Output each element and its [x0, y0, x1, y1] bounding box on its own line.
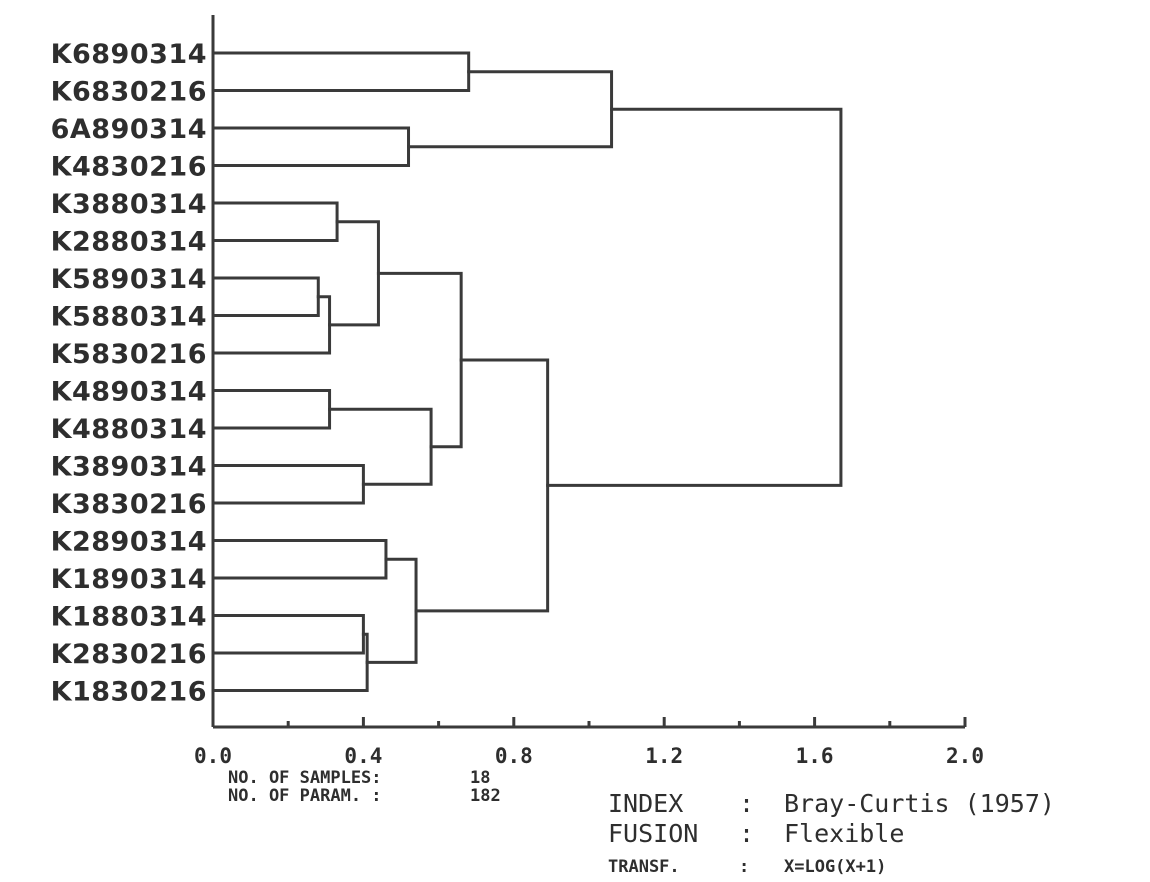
dendrogram-branch	[365, 557, 418, 664]
transf-label: TRANSF.	[608, 857, 680, 877]
leaf-label: K3890314	[51, 452, 207, 483]
fusion-value: Flexible	[784, 819, 904, 848]
x-tick-label: 0.0	[194, 744, 232, 768]
leaf-label: K3880314	[51, 189, 207, 220]
index-separator: :	[739, 789, 754, 818]
axis-layer	[211, 15, 965, 729]
index-label: INDEX	[608, 789, 683, 818]
leaf-label: K4890314	[51, 377, 207, 408]
x-tick-label: 2.0	[946, 744, 984, 768]
dendrogram-branch	[414, 358, 550, 613]
dendrogram-branch	[211, 276, 320, 317]
dendrogram-branch	[546, 107, 843, 487]
leaf-label: K1830216	[51, 677, 207, 708]
x-ticks: 0.0 0.4 0.8 1.2 1.6 2.0	[194, 717, 984, 768]
transf-value: X=LOG(X+1)	[784, 857, 886, 877]
leaf-label: K2890314	[51, 527, 207, 558]
fusion-label: FUSION	[608, 819, 698, 848]
leaf-label: K1890314	[51, 564, 207, 595]
x-tick-label: 1.2	[645, 744, 683, 768]
leaf-label: K2830216	[51, 639, 207, 670]
leaf-label: K1880314	[51, 602, 207, 633]
dendrogram-branch	[211, 389, 332, 430]
dendrogram-branch	[376, 271, 463, 449]
x-tick-label: 0.8	[495, 744, 533, 768]
dendrogram-branch	[211, 51, 471, 92]
samples-value: 18	[470, 768, 490, 788]
params-label: NO. OF PARAM. :	[228, 786, 382, 806]
dendrogram-branch	[211, 614, 365, 655]
leaf-label: K5890314	[51, 264, 207, 295]
dendrogram-branch	[407, 70, 614, 149]
fusion-separator: :	[739, 819, 754, 848]
leaf-label: K5880314	[51, 302, 207, 333]
branches	[211, 51, 843, 692]
index-value: Bray-Curtis (1957)	[784, 789, 1055, 818]
x-tick-label: 1.6	[796, 744, 834, 768]
info-block: NO. OF SAMPLES: 18 NO. OF PARAM. : 182 I…	[228, 768, 1055, 877]
transf-separator: :	[739, 857, 749, 877]
samples-label: NO. OF SAMPLES:	[228, 768, 382, 788]
dendrogram-branch	[328, 407, 433, 486]
leaf-label: K4830216	[51, 152, 207, 183]
leaf-label: K3830216	[51, 489, 207, 520]
leaf-label: K4880314	[51, 414, 207, 445]
leaf-labels: K6890314 K6830216 6A890314 K4830216 K3880314…	[51, 39, 207, 708]
dendrogram-branch	[211, 295, 332, 355]
dendrogram-branch	[211, 201, 339, 242]
x-tick-label: 0.4	[344, 744, 382, 768]
params-value: 182	[470, 786, 501, 806]
leaf-label: 6A890314	[51, 114, 207, 145]
dendrogram-branch	[211, 126, 411, 167]
dendrogram-branch	[211, 464, 365, 505]
leaf-label: K5830216	[51, 339, 207, 370]
leaf-label: K6890314	[51, 39, 207, 70]
dendrogram-branch	[211, 632, 369, 692]
dendrogram-branch	[211, 539, 388, 580]
leaf-label: K6830216	[51, 77, 207, 108]
leaf-label: K2880314	[51, 227, 207, 258]
